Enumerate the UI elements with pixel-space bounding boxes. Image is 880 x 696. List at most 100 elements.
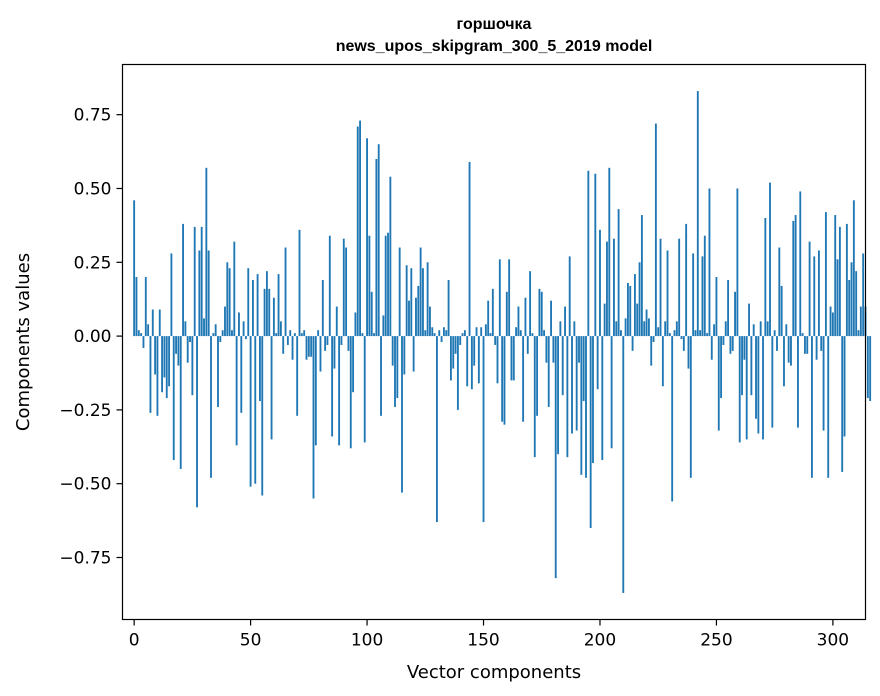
bar-120 (412, 336, 415, 372)
bar-258 (734, 291, 736, 337)
bar-268 (757, 336, 760, 434)
bar-79 (317, 330, 320, 337)
bar-251 (717, 336, 720, 431)
bar-51 (252, 280, 254, 337)
bar-56 (263, 288, 266, 337)
bar-116 (403, 336, 406, 375)
bar-160 (505, 291, 508, 337)
bar-311 (857, 330, 860, 337)
bar-73 (303, 330, 306, 337)
bar-82 (324, 336, 327, 351)
bar-212 (626, 282, 629, 337)
bar-181 (554, 336, 557, 579)
bar-155 (494, 336, 497, 345)
bar-153 (489, 333, 492, 337)
bar-299 (829, 306, 832, 337)
bar-67 (289, 330, 292, 337)
bar-309 (852, 200, 855, 337)
y-tick-label: 0.25 (74, 253, 112, 273)
bar-184 (561, 336, 564, 396)
bar-88 (338, 336, 341, 446)
bar-214 (631, 336, 634, 351)
bar-221 (647, 318, 650, 337)
bar-283 (792, 220, 795, 337)
y-tick-label: −0.50 (59, 475, 111, 495)
bar-277 (778, 247, 781, 337)
bar-151 (484, 324, 487, 337)
bar-245 (703, 235, 706, 337)
bar-167 (522, 336, 525, 422)
bar-125 (424, 330, 427, 337)
bar-112 (394, 336, 396, 407)
bar-124 (422, 268, 424, 337)
bar-237 (685, 223, 688, 337)
bar-308 (850, 262, 853, 337)
bar-22 (184, 321, 187, 337)
bar-257 (731, 336, 734, 351)
bar-297 (824, 212, 827, 337)
bar-310 (855, 271, 858, 337)
bar-284 (794, 215, 797, 337)
bar-19 (177, 336, 180, 366)
bar-146 (473, 336, 476, 366)
bar-147 (475, 327, 478, 337)
bar-173 (536, 336, 539, 416)
bar-213 (629, 285, 632, 337)
bar-135 (447, 280, 450, 337)
bar-36 (217, 336, 219, 407)
bar-176 (543, 330, 546, 337)
bar-97 (359, 120, 361, 337)
bar-274 (771, 336, 774, 428)
bar-298 (827, 336, 830, 478)
bar-72 (300, 333, 303, 337)
bar-40 (226, 262, 229, 337)
bar-1 (135, 277, 138, 337)
bar-4 (142, 336, 145, 348)
bar-140 (459, 336, 462, 345)
bar-164 (515, 327, 518, 337)
bar-293 (815, 336, 818, 360)
bar-306 (845, 223, 848, 337)
bar-170 (529, 271, 532, 337)
bar-27 (196, 336, 198, 508)
bar-89 (340, 336, 343, 345)
bar-254 (724, 321, 727, 337)
bar-108 (384, 235, 387, 337)
bar-162 (510, 336, 513, 381)
bar-107 (382, 315, 385, 337)
bar-60 (272, 297, 275, 337)
bar-10 (156, 336, 159, 416)
bar-54 (258, 336, 261, 402)
bar-161 (508, 259, 511, 337)
bar-222 (650, 336, 653, 366)
bar-263 (745, 336, 748, 440)
bar-18 (175, 336, 177, 354)
bar-58 (268, 288, 271, 337)
bar-98 (361, 333, 364, 337)
bar-52 (254, 336, 257, 484)
bar-202 (603, 303, 606, 337)
bar-61 (275, 333, 278, 337)
bar-185 (564, 306, 566, 337)
bar-156 (496, 336, 499, 384)
bar-102 (370, 291, 373, 337)
bar-226 (659, 238, 662, 337)
bar-15 (168, 336, 171, 387)
bar-296 (822, 336, 825, 431)
bar-134 (445, 330, 448, 337)
bar-80 (319, 336, 322, 372)
bar-165 (517, 306, 520, 337)
bar-158 (501, 336, 504, 422)
bar-266 (752, 324, 755, 337)
bar-78 (314, 336, 317, 446)
bar-273 (769, 182, 771, 337)
bar-11 (158, 309, 161, 337)
bar-149 (480, 327, 483, 337)
bar-50 (249, 336, 252, 487)
bar-198 (594, 173, 597, 337)
bar-246 (706, 333, 709, 337)
bar-243 (699, 330, 702, 337)
bar-2 (137, 330, 140, 337)
bar-271 (764, 218, 767, 337)
bar-235 (680, 336, 683, 340)
